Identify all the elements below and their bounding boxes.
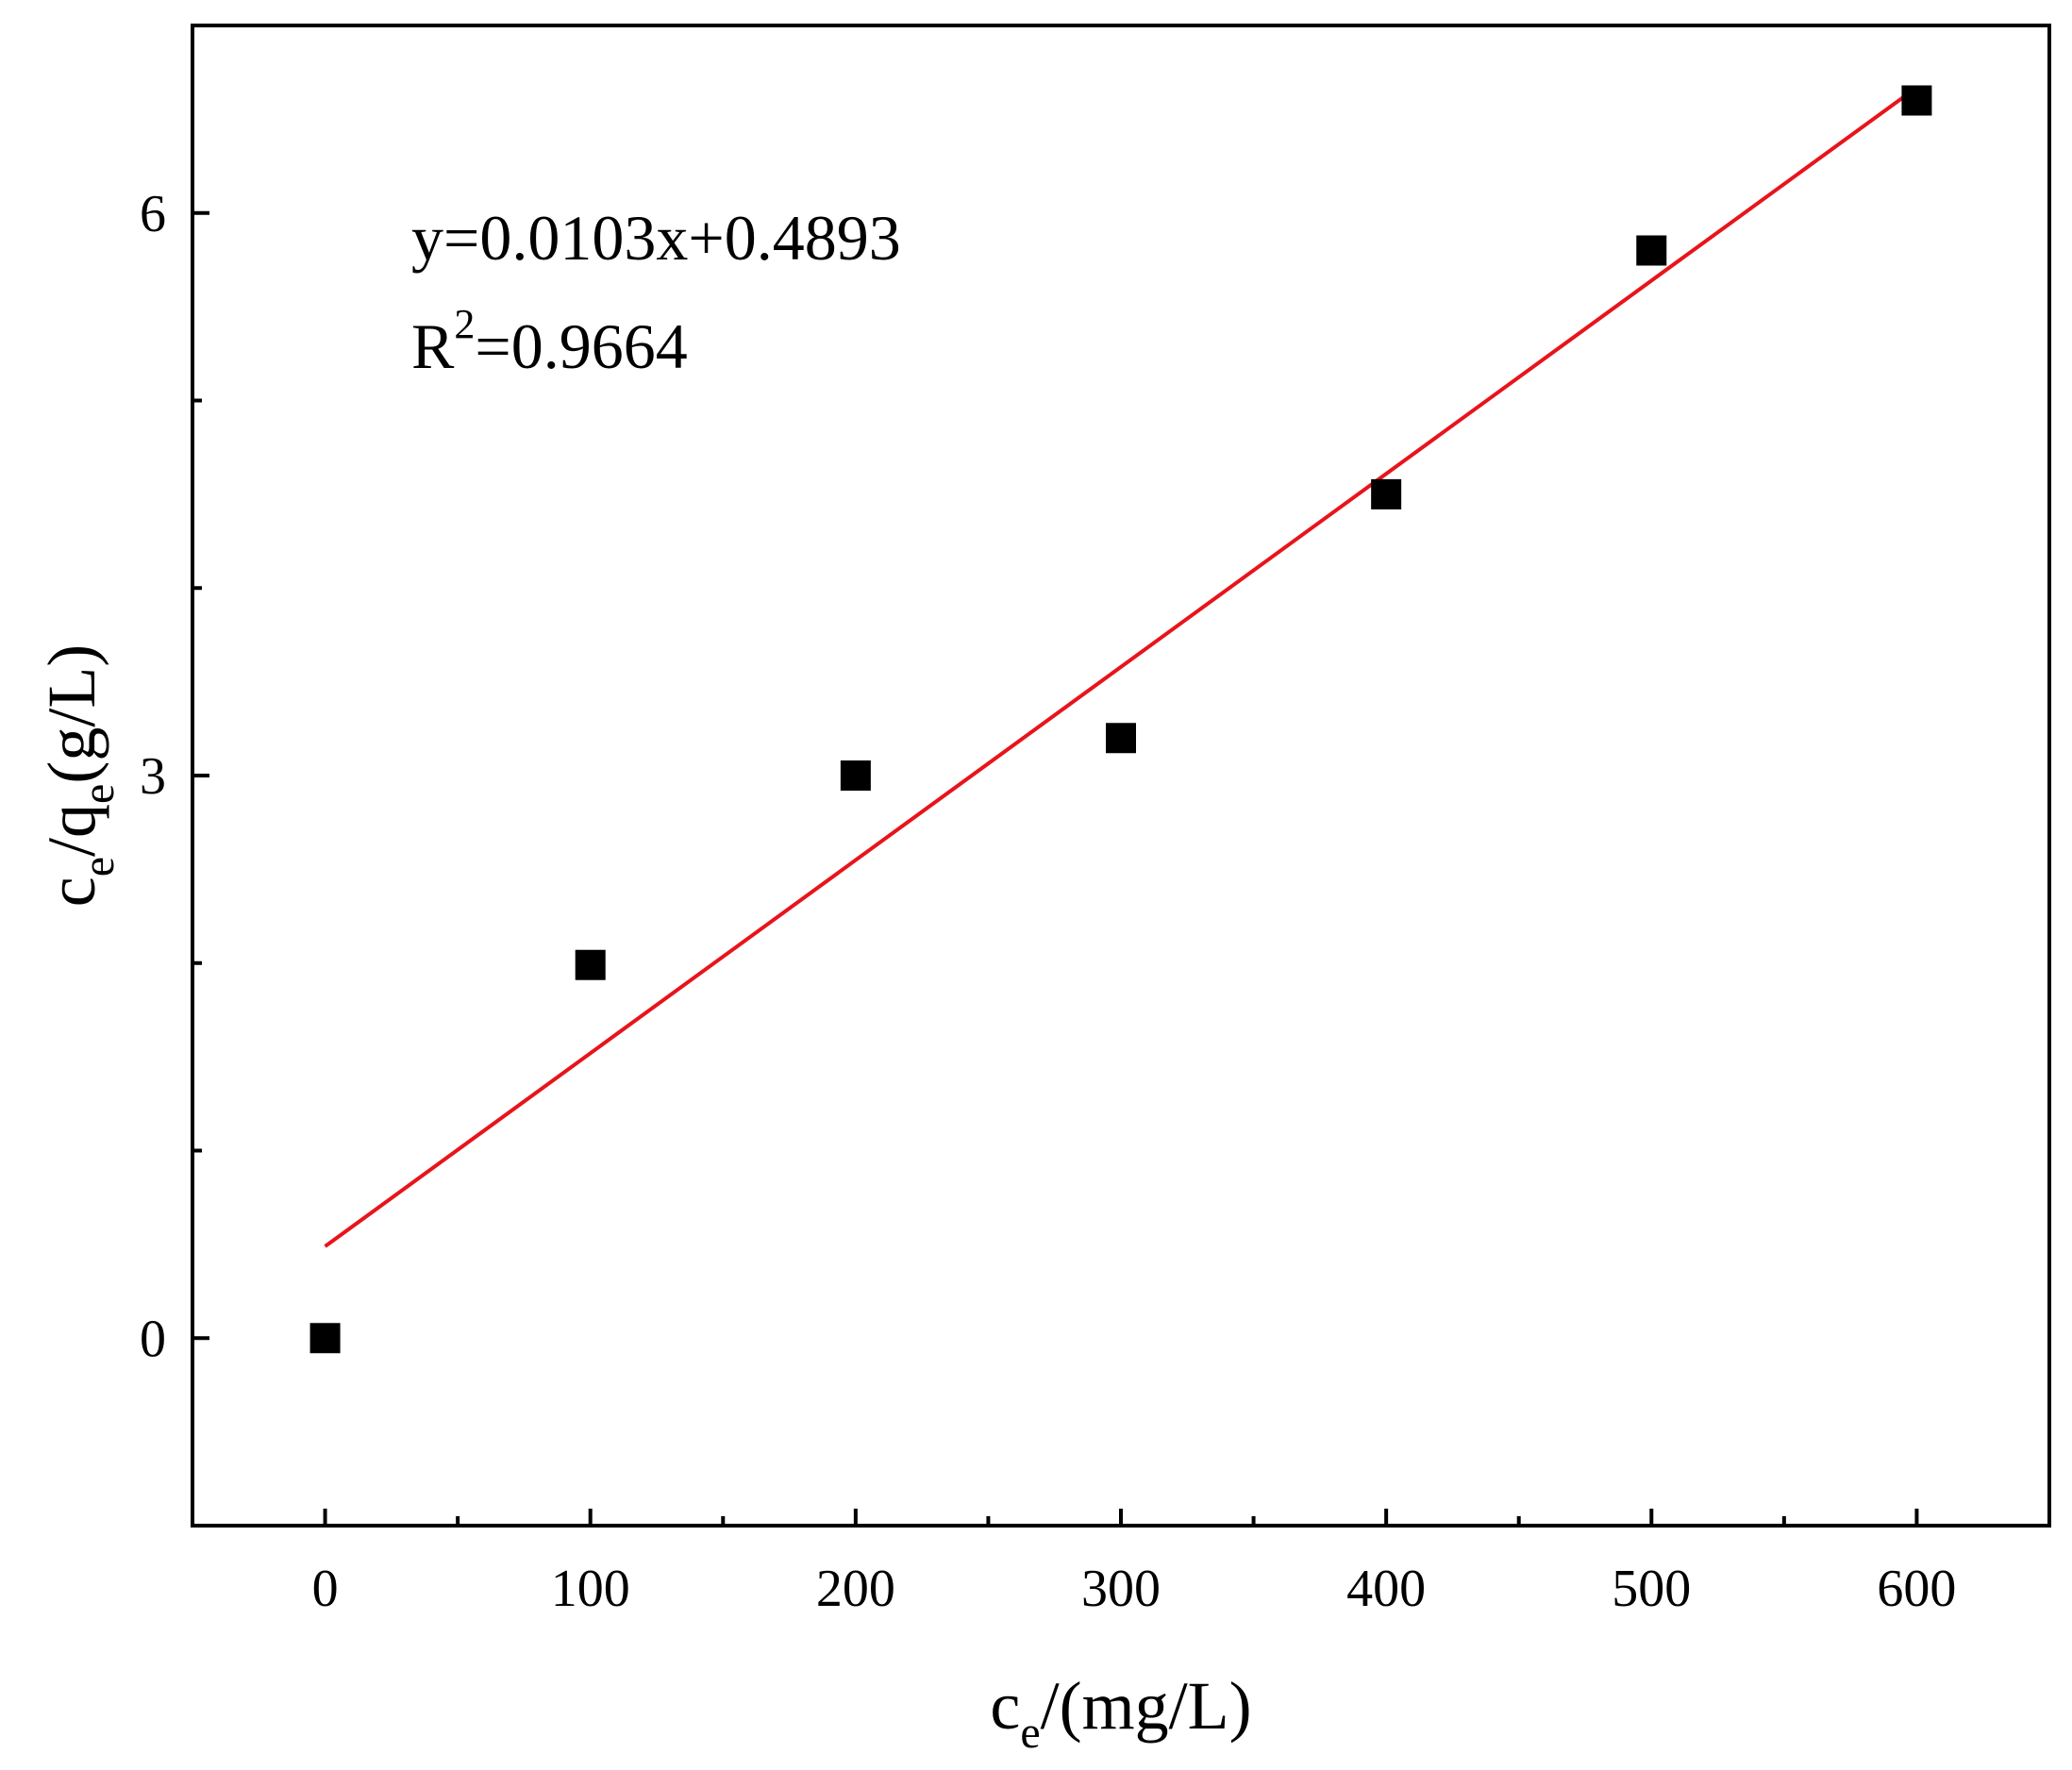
x-title-rest: /(mg/L) — [1041, 1668, 1252, 1744]
y-title-s1: e — [74, 857, 124, 877]
y-title-s2: e — [74, 784, 124, 804]
x-title-main: c — [990, 1668, 1020, 1744]
data-point — [1106, 723, 1136, 754]
x-axis-title: ce/(mg/L) — [990, 1668, 1251, 1758]
x-axis-ticks — [323, 1509, 1919, 1526]
y-axis-title: ce/qe(g/L) — [34, 644, 124, 908]
data-points — [309, 85, 1932, 1354]
data-point — [309, 1323, 341, 1354]
r2-annotation: R2=0.9664 — [411, 301, 688, 382]
data-point — [1901, 85, 1932, 116]
x-axis-tick-labels: 0 100 200 300 400 500 600 — [312, 1560, 1957, 1618]
y-title-p3: (g/L) — [34, 644, 109, 784]
y-title-p1: c — [34, 877, 109, 907]
data-point — [840, 760, 871, 791]
y-tick-label: 0 — [140, 1310, 166, 1368]
x-tick-label: 200 — [816, 1560, 895, 1618]
y-tick-label: 6 — [140, 185, 166, 243]
x-tick-label: 0 — [312, 1560, 339, 1618]
fit-line — [324, 86, 1918, 1248]
data-point — [1371, 478, 1402, 509]
y-title-p2: /q — [34, 804, 109, 857]
data-point — [575, 949, 606, 980]
r2-value: =0.9664 — [475, 310, 687, 382]
r2-superscript: 2 — [454, 301, 475, 347]
y-tick-label: 3 — [140, 747, 166, 806]
data-point — [1636, 235, 1667, 266]
equation-annotation: y=0.0103x+0.4893 — [411, 202, 901, 274]
x-tick-label: 600 — [1877, 1560, 1956, 1618]
y-axis-tick-labels: 0 3 6 — [140, 185, 166, 1369]
x-title-sub: e — [1020, 1708, 1040, 1758]
x-tick-label: 100 — [551, 1560, 630, 1618]
x-tick-label: 500 — [1612, 1560, 1691, 1618]
r2-prefix: R — [411, 310, 455, 382]
x-tick-label: 300 — [1081, 1560, 1161, 1618]
y-axis-ticks — [192, 210, 209, 1341]
x-tick-label: 400 — [1346, 1560, 1426, 1618]
